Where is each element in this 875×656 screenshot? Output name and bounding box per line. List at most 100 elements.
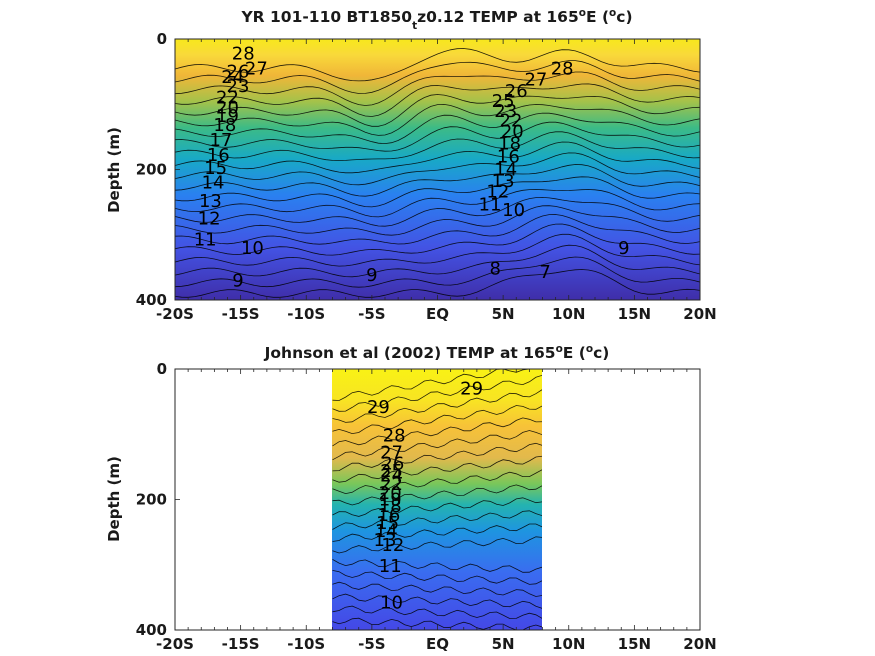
contour-line-16 bbox=[332, 536, 542, 554]
contour-label: 22 bbox=[500, 111, 523, 132]
contour-label: 20 bbox=[501, 122, 524, 143]
x-tick-label: EQ bbox=[426, 635, 449, 653]
bottom-y-axis-label: Depth (m) bbox=[105, 456, 123, 542]
contour-label: 20 bbox=[379, 483, 402, 504]
top-title-deg: o bbox=[579, 7, 586, 19]
contour-label: 22 bbox=[216, 88, 239, 109]
contour-label: 12 bbox=[486, 182, 509, 203]
contour-line-7 bbox=[175, 269, 700, 298]
contour-line-20 bbox=[175, 131, 700, 162]
contour-label: 11 bbox=[379, 556, 402, 577]
contour-line-15 bbox=[332, 559, 542, 573]
contour-label: 14 bbox=[494, 160, 517, 181]
contour-label: 7 bbox=[539, 262, 550, 283]
top-title-main: YR 101-110 BT1850 bbox=[240, 8, 412, 26]
x-tick-label: -10S bbox=[287, 305, 325, 323]
contour-label: 9 bbox=[618, 238, 629, 259]
contour-line-13 bbox=[175, 205, 700, 236]
contour-label: 9 bbox=[366, 265, 377, 286]
top-title-rest: z0.12 TEMP at 165 bbox=[417, 8, 579, 26]
contour-line-14 bbox=[332, 570, 542, 585]
contour-label: 18 bbox=[213, 115, 236, 136]
contour-label: 28 bbox=[383, 426, 406, 447]
contour-line-12 bbox=[175, 214, 700, 245]
contour-label: 26 bbox=[505, 81, 528, 102]
contour-line-22 bbox=[332, 455, 542, 483]
contour-label: 10 bbox=[241, 238, 264, 259]
contour-label: 23 bbox=[494, 101, 517, 122]
contour-line-27 bbox=[332, 389, 542, 423]
top-title: YR 101-110 BT1850tz0.12 TEMP at 165oE (o… bbox=[240, 7, 632, 32]
x-tick-label: 20N bbox=[683, 635, 716, 653]
x-tick-label: -5S bbox=[358, 635, 385, 653]
contour-line-22 bbox=[175, 112, 700, 145]
bottom-title-unit-deg: o bbox=[586, 343, 593, 355]
contour-label: 16 bbox=[497, 146, 520, 167]
y-tick-label: 0 bbox=[157, 30, 167, 48]
top-title-end: E ( bbox=[586, 8, 609, 26]
contour-line-24 bbox=[332, 430, 542, 461]
bottom-title-main: Johnson et al (2002) TEMP at 165 bbox=[264, 344, 556, 362]
top-title-unit-end: c) bbox=[616, 8, 632, 26]
contour-label: 12 bbox=[381, 535, 404, 556]
bottom-title-unit-end: c) bbox=[593, 344, 609, 362]
y-tick-label: 200 bbox=[136, 491, 167, 509]
top-y-axis-label: Depth (m) bbox=[105, 127, 123, 213]
contour-line-28 bbox=[175, 48, 700, 82]
contour-line-26 bbox=[175, 71, 700, 106]
contour-label: 14 bbox=[202, 173, 225, 194]
contour-label: 18 bbox=[498, 133, 521, 154]
contour-line-13 bbox=[332, 581, 542, 597]
x-tick-label: 15N bbox=[618, 635, 651, 653]
contour-label: 13 bbox=[199, 191, 222, 212]
contour-line-16 bbox=[175, 176, 700, 208]
bottom-panel: Johnson et al (2002) TEMP at 165oE (oc) … bbox=[105, 343, 717, 653]
contour-label: 16 bbox=[207, 145, 230, 166]
contour-label: 28 bbox=[551, 58, 574, 79]
top-y-ticks: 0 200 400 bbox=[136, 30, 180, 309]
contour-line-23 bbox=[332, 442, 542, 472]
bottom-title: Johnson et al (2002) TEMP at 165oE (oc) bbox=[264, 343, 610, 362]
contour-label: 27 bbox=[380, 443, 403, 464]
top-title-subscript: t bbox=[412, 20, 417, 32]
bottom-x-ticks: -20S -15S -10S -5S EQ 5N 10N 15N 20N bbox=[156, 369, 717, 653]
contour-label: 14 bbox=[375, 521, 398, 542]
contour-label: 19 bbox=[216, 106, 239, 127]
x-tick-label: -10S bbox=[287, 635, 325, 653]
contour-label: 18 bbox=[379, 496, 402, 517]
contour-label: 16 bbox=[377, 505, 400, 526]
contour-label: 12 bbox=[198, 208, 221, 229]
contour-line-28 bbox=[332, 374, 542, 412]
contour-line-18 bbox=[332, 510, 542, 530]
y-tick-label: 400 bbox=[136, 621, 167, 639]
contour-label: 25 bbox=[492, 91, 515, 112]
contour-label: 28 bbox=[232, 43, 255, 64]
top-panel: YR 101-110 BT1850tz0.12 TEMP at 165oE (o… bbox=[105, 7, 717, 323]
top-contours bbox=[175, 48, 700, 298]
contour-label: 10 bbox=[380, 593, 403, 614]
contour-line-11 bbox=[175, 223, 700, 256]
contour-line-21 bbox=[332, 469, 542, 495]
contour-line-12 bbox=[332, 593, 542, 609]
x-tick-label: 5N bbox=[492, 635, 515, 653]
contour-line-27 bbox=[175, 60, 700, 94]
top-title-unit-deg: o bbox=[609, 7, 616, 19]
x-tick-label: 10N bbox=[552, 635, 585, 653]
contour-label: 9 bbox=[232, 270, 243, 291]
contour-label: 26 bbox=[381, 454, 404, 475]
contour-line-14 bbox=[175, 196, 700, 227]
contour-label: 27 bbox=[245, 58, 268, 79]
contour-line-23 bbox=[175, 103, 700, 136]
contour-line-26 bbox=[332, 405, 542, 435]
contour-line-29 bbox=[332, 369, 542, 401]
bottom-title-deg: o bbox=[556, 343, 563, 355]
contour-line-19 bbox=[175, 141, 700, 174]
x-tick-label: -5S bbox=[358, 305, 385, 323]
contour-line-11 bbox=[332, 605, 542, 619]
y-tick-label: 0 bbox=[157, 360, 167, 378]
contour-label: 17 bbox=[209, 130, 232, 151]
contour-line-18 bbox=[175, 152, 700, 186]
